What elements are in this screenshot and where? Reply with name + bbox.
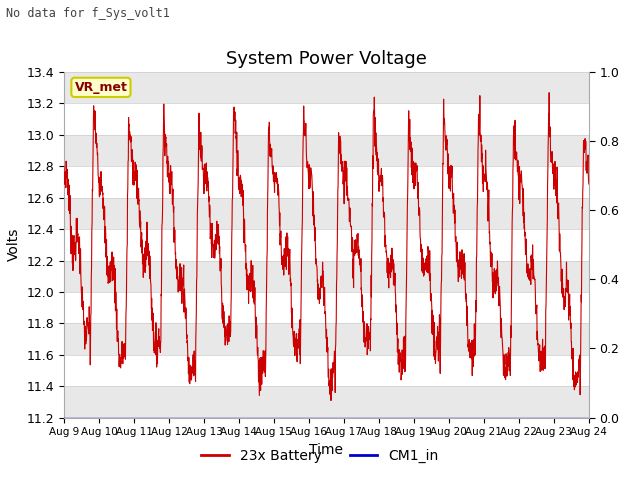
X-axis label: Time: Time xyxy=(309,443,344,457)
Text: VR_met: VR_met xyxy=(74,81,127,94)
Legend: 23x Battery, CM1_in: 23x Battery, CM1_in xyxy=(196,443,444,468)
Bar xyxy=(64,261,589,292)
Bar xyxy=(64,135,589,166)
Text: No data for f_Sys_volt1: No data for f_Sys_volt1 xyxy=(6,7,170,20)
Bar xyxy=(64,72,589,103)
Title: System Power Voltage: System Power Voltage xyxy=(226,49,427,68)
Y-axis label: Volts: Volts xyxy=(7,228,21,262)
Bar xyxy=(64,324,589,355)
Bar xyxy=(64,198,589,229)
Bar xyxy=(64,386,589,418)
